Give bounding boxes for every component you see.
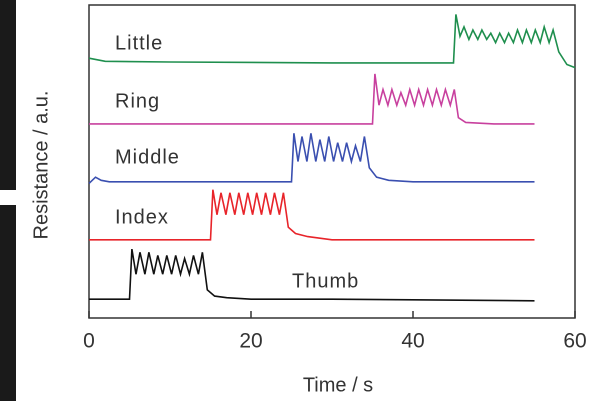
series-line xyxy=(89,73,535,125)
series-label: Index xyxy=(115,206,169,228)
series-line xyxy=(89,248,535,302)
x-tick-label: 40 xyxy=(401,330,424,353)
series-line xyxy=(89,189,535,241)
series-label: Ring xyxy=(115,90,160,112)
plot-frame xyxy=(88,4,576,319)
series-line xyxy=(88,14,576,69)
series-label: Thumb xyxy=(292,270,359,292)
series-label: Middle xyxy=(115,146,180,168)
series-line xyxy=(88,133,535,184)
x-tick-label: 0 xyxy=(83,330,95,353)
photo-strip xyxy=(0,0,16,190)
series-label: Little xyxy=(115,32,163,54)
photo-strip xyxy=(0,205,16,401)
y-axis-label: Resistance / a.u. xyxy=(30,91,52,240)
x-axis-label: Time / s xyxy=(303,374,373,396)
x-tick-label: 20 xyxy=(239,330,262,353)
x-tick-label: 60 xyxy=(563,330,586,353)
